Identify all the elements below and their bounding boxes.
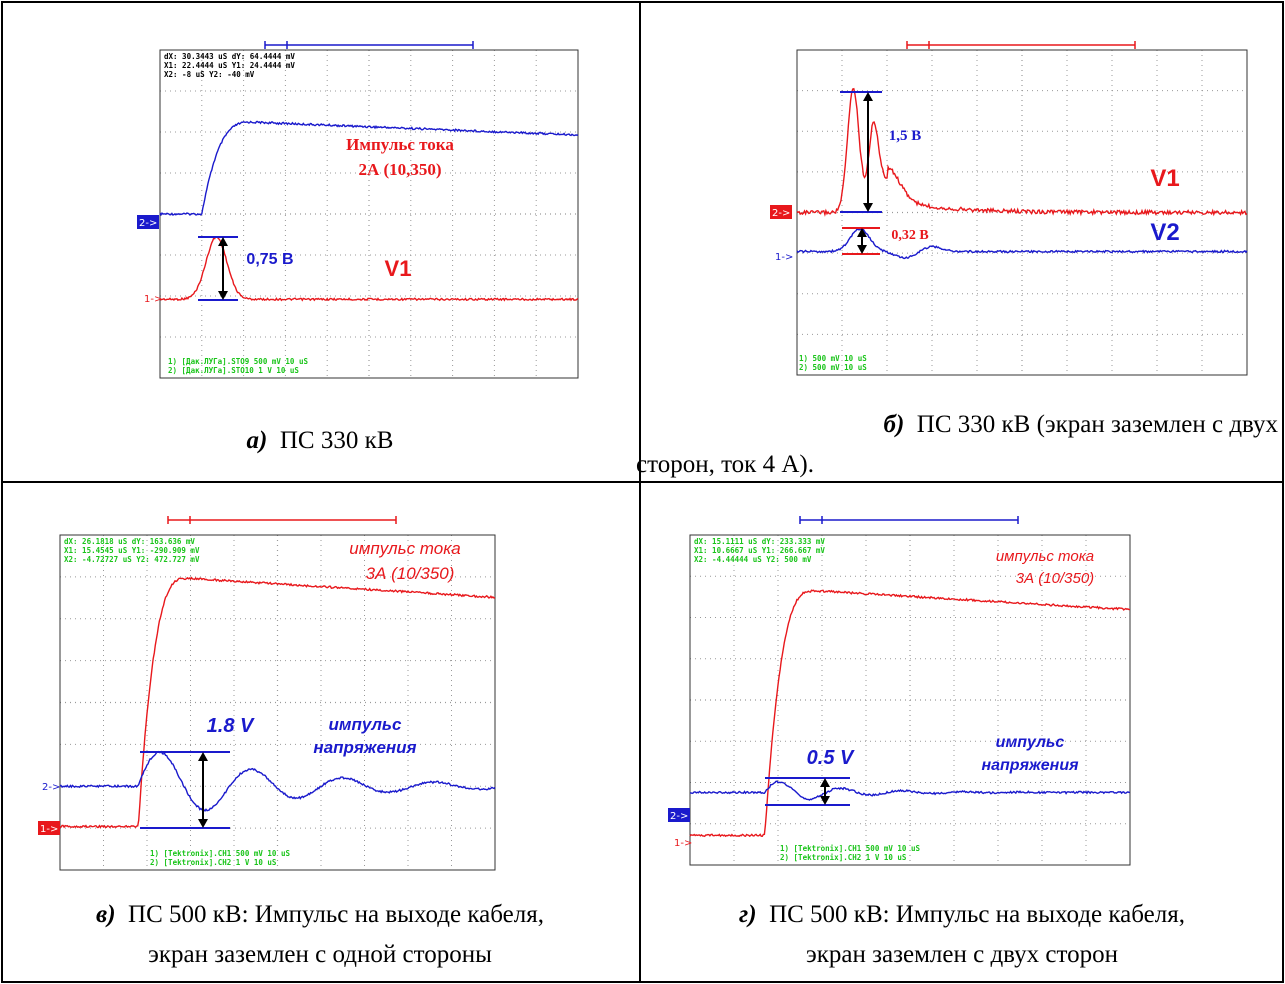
channel-marker: 1-> bbox=[775, 252, 793, 263]
annotation: 2А (10,350) bbox=[358, 160, 441, 179]
caption-label: г) bbox=[739, 901, 757, 928]
caption-space bbox=[116, 901, 129, 928]
channel-marker: 2-> bbox=[42, 782, 60, 793]
caption-label: а) bbox=[247, 427, 268, 454]
channel-marker: 2-> bbox=[139, 218, 157, 229]
channel-info: 2) 500 mV 10 uS bbox=[799, 363, 867, 372]
channel-info: 1) 500 mV 10 uS bbox=[799, 354, 867, 363]
caption: в) ПС 500 кВ: Импульс на выходе кабеля, bbox=[96, 901, 544, 928]
cursor-readout: X2: -4.44444 uS Y2: 500 mV bbox=[694, 555, 812, 564]
channel-marker: 1-> bbox=[674, 838, 692, 849]
annotation: 0.5 V bbox=[807, 747, 855, 769]
caption: г) ПС 500 кВ: Импульс на выходе кабеля, bbox=[739, 901, 1185, 928]
channel-info: 1) [Tektronix].CH1 500 mV 10 uS bbox=[150, 849, 290, 858]
channel-marker: 1-> bbox=[144, 294, 162, 305]
caption-label: б) bbox=[883, 411, 904, 438]
caption-space bbox=[757, 901, 770, 928]
annotation: V2 bbox=[1150, 219, 1179, 246]
caption-space bbox=[267, 427, 280, 454]
annotation: V1 bbox=[1150, 165, 1179, 192]
caption-text: ПС 500 кВ: Импульс на выходе кабеля, bbox=[128, 901, 544, 928]
annotation: импульс bbox=[996, 734, 1065, 751]
channel-info: 2) [Tektronix].CH2 1 V 10 uS bbox=[150, 858, 277, 867]
caption-text: экран заземлен с двух сторон bbox=[806, 941, 1118, 968]
cursor-readout: X2: -4.72727 uS Y2: 472.727 mV bbox=[64, 555, 200, 564]
cursor-readout: X1: 15.4545 uS Y1: -290.909 mV bbox=[64, 546, 200, 555]
scope-screen bbox=[137, 40, 582, 385]
caption: а) ПС 330 кВ bbox=[247, 427, 394, 454]
channel-marker: 1-> bbox=[40, 824, 58, 835]
caption: экран заземлен с двух сторон bbox=[806, 941, 1118, 968]
annotation: импульс bbox=[329, 715, 402, 734]
annotation: V1 bbox=[385, 256, 412, 281]
channel-info: 1) [Дак.ЛУГа].STO9 500 mV 10 uS bbox=[168, 357, 308, 366]
annotation: 1.8 V bbox=[207, 715, 255, 737]
annotation: импульс тока bbox=[349, 539, 460, 558]
page: dX: 30.3443 uS dY: 64.4444 mVX1: 22.4444… bbox=[0, 0, 1285, 984]
channel-marker: 2-> bbox=[772, 208, 790, 219]
channel-info: 2) [Дак.ЛУГа].STO10 1 V 10 uS bbox=[168, 366, 299, 375]
caption-text: сторон, ток 4 А). bbox=[636, 451, 814, 478]
annotation: 3А (10/350) bbox=[1016, 570, 1094, 587]
annotation: 0,32 В bbox=[891, 228, 928, 243]
cursor-readout: X1: 10.6667 uS Y1: 266.667 mV bbox=[694, 546, 825, 555]
caption: экран заземлен с одной стороны bbox=[148, 941, 492, 968]
channel-marker: 2-> bbox=[670, 811, 688, 822]
annotation: 1,5 В bbox=[889, 128, 922, 144]
caption: сторон, ток 4 А). bbox=[636, 451, 814, 478]
cursor-readout: X1: 22.4444 uS Y1: 24.4444 mV bbox=[164, 61, 295, 70]
caption-label: в) bbox=[96, 901, 116, 928]
cursor-readout: dX: 15.1111 uS dY: 233.333 mV bbox=[694, 537, 825, 546]
annotation: напряжения bbox=[313, 738, 416, 757]
annotation: 3А (10/350) bbox=[366, 564, 455, 583]
channel-info: 1) [Tektronix].CH1 500 mV 10 uS bbox=[780, 844, 920, 853]
caption: б) ПС 330 кВ (экран заземлен с двух bbox=[883, 411, 1278, 438]
caption-text: ПС 500 кВ: Импульс на выходе кабеля, bbox=[769, 901, 1185, 928]
caption-text: ПС 330 кВ (экран заземлен с двух bbox=[917, 411, 1279, 438]
cursor-readout: dX: 26.1818 uS dY: 163.636 mV bbox=[64, 537, 195, 546]
cursor-readout: X2: -8 uS Y2: -40 mV bbox=[164, 70, 255, 79]
caption-space bbox=[904, 411, 917, 438]
annotation: 0,75 В bbox=[246, 251, 293, 268]
caption-text: ПС 330 кВ bbox=[280, 427, 394, 454]
annotation: Импульс тока bbox=[346, 135, 454, 154]
cursor-readout: dX: 30.3443 uS dY: 64.4444 mV bbox=[164, 52, 295, 61]
annotation: напряжения bbox=[981, 757, 1079, 774]
annotation: импульс тока bbox=[996, 548, 1094, 565]
channel-info: 2) [Tektronix].CH2 1 V 10 uS bbox=[780, 853, 907, 862]
caption-text: экран заземлен с одной стороны bbox=[148, 941, 492, 968]
